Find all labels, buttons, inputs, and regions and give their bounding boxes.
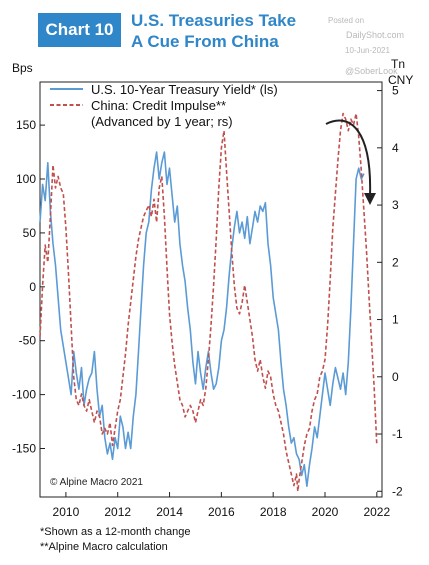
- right-y-tick-label: 2: [392, 255, 399, 269]
- right-y-tick-label: 1: [392, 313, 399, 327]
- chart-number-badge: Chart 10: [38, 13, 121, 47]
- right-y-tick-label: 3: [392, 198, 399, 212]
- left-y-tick-label: 0: [29, 280, 36, 294]
- watermark-posted-on: Posted on: [328, 16, 365, 25]
- right-y-tick-label: -2: [392, 484, 403, 498]
- right-axis-unit-tn: Tn: [391, 57, 405, 71]
- x-tick-label: 2012: [104, 505, 131, 519]
- x-tick-label: 2018: [260, 505, 287, 519]
- x-tick-label: 2020: [312, 505, 339, 519]
- downward-arrow-annotation: [325, 119, 372, 197]
- china-credit-impulse-line: [39, 112, 378, 493]
- x-tick-label: 2014: [156, 505, 183, 519]
- x-tick-label: 2010: [53, 505, 80, 519]
- legend-label-credit-impulse-note: (Advanced by 1 year; rs): [91, 114, 233, 129]
- legend-label-credit-impulse: China: Credit Impulse**: [91, 98, 226, 113]
- watermark-site: DailyShot.com: [346, 30, 405, 40]
- treasury-yield-line: [39, 151, 365, 487]
- footnote-12-month-change: *Shown as a 12-month change: [40, 526, 191, 538]
- left-y-tick-label: -150: [12, 441, 36, 455]
- watermark-date: 10-Jun-2021: [345, 46, 390, 55]
- left-y-tick-label: 50: [23, 226, 37, 240]
- right-axis-unit-cny: CNY: [388, 73, 413, 87]
- x-tick-label: 2016: [208, 505, 235, 519]
- chart-title-line-2: A Cue From China: [131, 32, 279, 51]
- left-y-tick-label: 150: [16, 118, 36, 132]
- left-y-tick-label: -50: [19, 334, 37, 348]
- footnote-alpine-calculation: **Alpine Macro calculation: [40, 541, 168, 553]
- right-y-tick-label: 5: [392, 84, 399, 98]
- left-axis-unit: Bps: [12, 61, 33, 75]
- left-y-tick-label: 100: [16, 172, 36, 186]
- downward-arrow-head: [364, 193, 376, 205]
- left-y-tick-label: -100: [12, 388, 36, 402]
- plot-frame: [39, 81, 383, 498]
- chart-title-line-1: U.S. Treasuries Take: [131, 11, 297, 30]
- right-y-tick-label: -1: [392, 427, 403, 441]
- chart-title: U.S. Treasuries Take A Cue From China: [131, 10, 296, 52]
- credit-label: © Alpine Macro 2021: [50, 477, 143, 488]
- legend-label-treasury: U.S. 10-Year Treasury Yield* (ls): [91, 82, 278, 97]
- watermark-handle: @SoberLook: [345, 66, 398, 76]
- right-y-tick-label: 0: [392, 370, 399, 384]
- right-y-tick-label: 4: [392, 141, 399, 155]
- x-tick-label: 2022: [363, 505, 390, 519]
